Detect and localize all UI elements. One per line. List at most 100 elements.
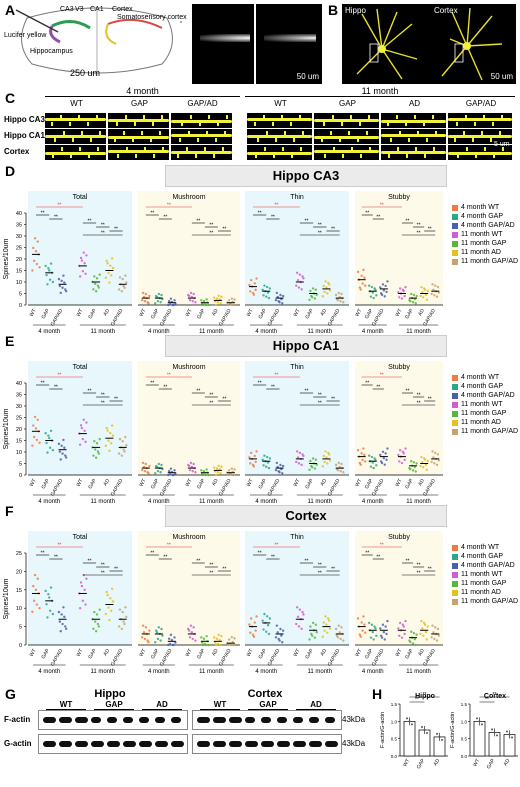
legend-item: 11 month GAP — [452, 239, 518, 248]
sig-stars: ** — [417, 571, 421, 577]
data-point — [84, 440, 87, 444]
x-tick-label: AD — [417, 478, 426, 487]
data-point — [401, 288, 405, 291]
neuron-drawing — [356, 7, 503, 81]
legend-swatch — [452, 222, 458, 229]
data-point — [227, 469, 231, 472]
data-point — [410, 460, 413, 463]
x-group-label: 11 month — [199, 669, 224, 675]
data-point — [203, 642, 207, 646]
legend-swatch — [452, 410, 458, 417]
legend-label: 4 month WT — [461, 544, 500, 551]
data-point — [265, 295, 268, 298]
legend-swatch — [452, 553, 458, 560]
data-point — [146, 301, 149, 304]
x-tick-label: GAP — [364, 647, 375, 660]
legend-item: 11 month GAP/AD — [452, 427, 518, 436]
legend-item: 11 month AD — [452, 248, 518, 257]
data-point — [364, 631, 367, 634]
data-point — [337, 624, 340, 627]
h-ytick-label: 1.0 — [391, 719, 398, 724]
data-point — [362, 268, 365, 272]
dendrite-strip — [108, 113, 169, 128]
data-point — [108, 281, 111, 284]
data-point — [168, 642, 172, 646]
dendrite-spine — [463, 131, 465, 135]
panel-label-b: B — [328, 2, 339, 18]
data-point — [404, 285, 407, 289]
data-point — [334, 463, 338, 467]
dendrite-spine — [454, 138, 456, 142]
subplot-bg — [245, 531, 349, 645]
blot-band — [75, 717, 88, 723]
dendrite-strip — [381, 113, 446, 128]
data-point — [83, 588, 86, 591]
dendrite-shaft — [448, 118, 512, 121]
sig-stars: ** — [88, 389, 92, 395]
x-tick-label: GAP/AD — [110, 648, 125, 668]
sig-stars: ** — [114, 227, 118, 233]
y-tick-label: 15 — [16, 588, 22, 594]
data-point — [309, 459, 312, 463]
data-point — [311, 621, 315, 625]
data-point — [49, 586, 53, 589]
data-point — [274, 636, 278, 639]
data-point — [363, 276, 366, 279]
sig-stars: ** — [163, 555, 167, 561]
data-point — [109, 597, 112, 600]
sig-stars: ** — [417, 223, 421, 229]
blot-band — [245, 717, 255, 723]
data-point — [190, 631, 194, 634]
data-point — [109, 264, 112, 267]
sig-stars: ** — [150, 551, 154, 557]
dendrite-spine — [63, 131, 65, 135]
dendrite-spine — [433, 147, 435, 151]
data-point — [309, 625, 312, 628]
data-point — [49, 429, 53, 433]
dendrite-spine — [474, 122, 476, 126]
data-point — [36, 577, 39, 580]
dendrite-strip — [247, 145, 312, 160]
dendrite-spine — [132, 138, 134, 142]
data-point — [233, 468, 236, 471]
data-point — [214, 473, 218, 477]
x-tick-label: GAP — [41, 647, 52, 660]
data-point — [173, 469, 176, 472]
data-point — [263, 454, 266, 457]
data-point — [160, 293, 163, 297]
dendrite-spine — [254, 122, 256, 126]
data-point — [31, 444, 34, 447]
sig-stars: ** — [331, 227, 335, 233]
data-point — [194, 639, 197, 642]
h-title: Cortex — [484, 693, 506, 700]
brain-label-ca3: CA3 — [60, 6, 74, 13]
data-point — [232, 643, 235, 647]
y-tick-label: 0 — [19, 473, 22, 479]
dendrite-spine — [388, 154, 390, 158]
data-point — [169, 297, 173, 300]
sig-stars: ** — [376, 215, 380, 221]
data-point — [371, 630, 374, 634]
dendrite-spine — [281, 115, 283, 119]
data-point — [370, 623, 374, 626]
data-point — [111, 266, 115, 270]
data-point — [339, 637, 342, 641]
data-point — [412, 293, 416, 297]
data-point — [413, 637, 417, 641]
data-point — [154, 641, 157, 644]
microinjection-image-1 — [192, 4, 254, 84]
data-point — [228, 643, 232, 646]
data-point — [93, 439, 96, 443]
legend: 4 month WT 4 month GAP 4 month GAP/AD 11 mo… — [452, 543, 518, 606]
data-point — [364, 460, 367, 463]
data-point — [359, 635, 362, 638]
data-point — [436, 627, 440, 631]
data-point — [92, 454, 95, 457]
dendrite-spine — [332, 115, 334, 119]
dendrite-shaft — [247, 152, 312, 155]
data-point — [383, 638, 386, 641]
data-point — [364, 284, 367, 287]
data-point — [230, 297, 233, 300]
sig-stars: ** — [167, 543, 171, 549]
sig-stars: ** — [305, 219, 309, 225]
